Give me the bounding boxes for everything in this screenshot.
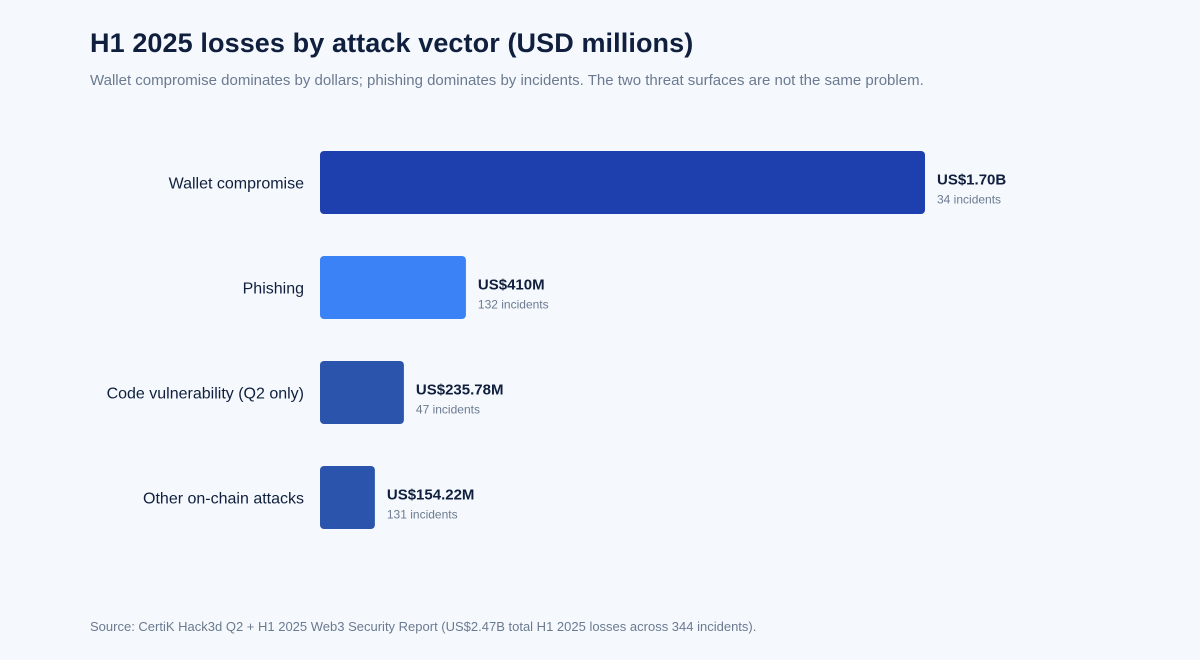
source-note: Source: CertiK Hack3d Q2 + H1 2025 Web3 …	[90, 619, 757, 634]
incident-label: 34 incidents	[937, 193, 1001, 207]
value-label: US$410M	[478, 277, 545, 294]
bar	[320, 256, 466, 319]
bar	[320, 361, 404, 424]
chart-subtitle: Wallet compromise dominates by dollars; …	[90, 72, 924, 89]
value-label: US$1.70B	[937, 172, 1006, 189]
value-label: US$154.22M	[387, 487, 475, 504]
bar-group: Other on-chain attacks US$154.22M 131 inci…	[143, 466, 474, 529]
value-label: US$235.78M	[416, 382, 504, 399]
category-label: Other on-chain attacks	[143, 491, 304, 508]
incident-label: 132 incidents	[478, 298, 549, 312]
incident-label: 47 incidents	[416, 403, 480, 417]
bar-group: Phishing US$410M 132 incidents	[243, 256, 549, 319]
bar-group: Code vulnerability (Q2 only) US$235.78M 47…	[107, 361, 504, 424]
bar	[320, 466, 375, 529]
category-label: Phishing	[243, 281, 304, 298]
chart-title: H1 2025 losses by attack vector (USD mil…	[90, 28, 694, 58]
bar-chart: Wallet compromise US$1.70B 34 incidents Phi…	[107, 151, 1006, 529]
incident-label: 131 incidents	[387, 508, 458, 522]
category-label: Wallet compromise	[169, 176, 305, 193]
category-label: Code vulnerability (Q2 only)	[107, 386, 304, 403]
bar	[320, 151, 925, 214]
bar-group: Wallet compromise US$1.70B 34 incidents	[169, 151, 1006, 214]
